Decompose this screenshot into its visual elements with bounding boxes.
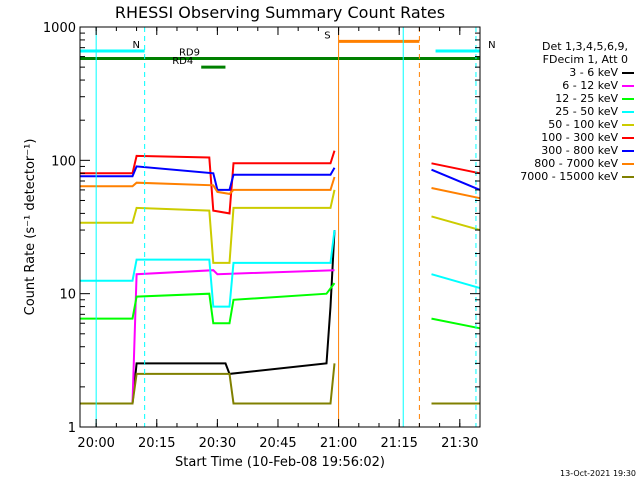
series-line-100-300-keV [80,150,336,215]
flag-label-N: N [133,40,140,51]
series-layer [80,150,481,405]
series-line-300-800-keV [431,168,481,191]
y-tick-label: 1 [68,421,76,436]
legend-entry: 12 - 25 keV [520,92,640,105]
ticks-layer: 20:00 20:15 20:30 20:45 21:00 21:15 21:30 1 10 10… [43,21,481,451]
legend-entry: 6 - 12 keV [520,79,640,92]
series-line-300-800-keV [80,165,336,191]
legend-entry-label: 50 - 100 keV [548,118,618,131]
legend-entry-label: 7000 - 15000 keV [520,170,618,183]
x-tick-label: 21:30 [441,436,478,451]
x-tick-label: 20:15 [138,436,175,451]
series-line-12-25-keV [80,282,336,325]
series-line-6-12-keV [80,269,335,405]
legend: Det 1,3,4,5,6,9, FDecim 1, Att 0 3 - 6 k… [520,40,640,183]
legend-swatch [622,84,634,87]
legend-entry: 25 - 50 keV [520,105,640,118]
legend-entry-label: 100 - 300 keV [541,131,618,144]
legend-swatch [622,97,634,100]
legend-header-line-1: Det 1,3,4,5,6,9, [541,40,628,53]
flag-label-N: N [488,40,495,51]
series-line-50-100-keV [431,215,481,232]
series-line-25-50-keV [80,229,336,308]
flag-label-RD9: RD9 [179,48,200,59]
legend-entry-label: 6 - 12 keV [562,79,618,92]
legend-swatch [622,71,634,74]
series-line-800-7000-keV [80,176,336,195]
legend-entry: 100 - 300 keV [520,131,640,144]
x-tick-label: 20:45 [259,436,296,451]
legend-entries: 3 - 6 keV 6 - 12 keV 12 - 25 keV 25 - 50 ke… [520,66,640,183]
x-tick-label: 20:30 [199,436,236,451]
series-line-100-300-keV [431,162,481,175]
x-tick-label: 20:00 [77,436,114,451]
legend-entry: 300 - 800 keV [520,144,640,157]
x-axis-label: Start Time (10-Feb-08 19:56:02) [175,455,385,470]
legend-swatch [622,110,634,113]
series-line-3-6-keV [80,230,336,405]
legend-swatch [622,149,634,152]
legend-entry-label: 300 - 800 keV [541,144,618,157]
series-line-12-25-keV [431,317,481,330]
legend-entry-label: 25 - 50 keV [555,105,618,118]
legend-entry: 3 - 6 keV [520,66,640,79]
y-axis-label: Count Rate (s⁻¹ detector⁻¹) [23,139,38,316]
y-tick-label: 10 [59,288,76,303]
chart-title: RHESSI Observing Summary Count Rates [115,3,445,22]
legend-header-line-2: FDecim 1, Att 0 [542,53,628,66]
x-tick-label: 21:15 [380,436,417,451]
footer-timestamp: 13-Oct-2021 19:30 [560,469,636,478]
series-line-7000-15000-keV [80,363,336,405]
series-line-800-7000-keV [431,187,481,200]
x-tick-label: 21:00 [320,436,357,451]
plot-frame [79,26,481,428]
markers-layer [95,27,477,427]
series-line-50-100-keV [80,189,336,264]
legend-swatch [622,175,634,178]
legend-entry-label: 800 - 7000 keV [534,157,618,170]
legend-swatch [622,136,634,139]
legend-entry-label: 3 - 6 keV [569,66,618,79]
y-tick-label: 100 [51,154,76,169]
legend-entry: 800 - 7000 keV [520,157,640,170]
flag-label-RD4: RD4 [172,56,193,67]
legend-entry: 7000 - 15000 keV [520,170,640,183]
legend-swatch [622,162,634,165]
y-tick-label: 1000 [43,21,76,36]
legend-entry-label: 12 - 25 keV [555,92,618,105]
flag-label-S: S [324,30,330,41]
legend-swatch [622,123,634,126]
legend-entry: 50 - 100 keV [520,118,640,131]
series-line-25-50-keV [431,273,481,290]
